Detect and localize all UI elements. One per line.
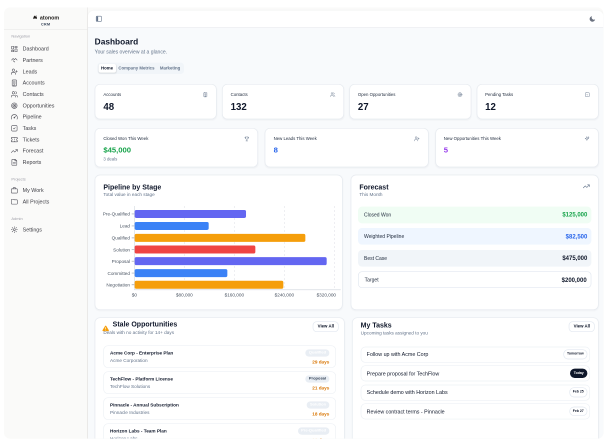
svg-text:Lead: Lead <box>120 223 131 228</box>
svg-text:Pre-Qualified: Pre-Qualified <box>103 211 131 216</box>
svg-text:$240,000: $240,000 <box>275 292 295 297</box>
svg-text:$0: $0 <box>132 292 138 297</box>
svg-text:Proposal: Proposal <box>112 259 130 264</box>
svg-text:Solution: Solution <box>113 247 130 252</box>
svg-text:Negotiation: Negotiation <box>106 282 130 287</box>
svg-text:$160,000: $160,000 <box>225 292 245 297</box>
svg-text:$80,000: $80,000 <box>176 292 193 297</box>
svg-text:$320,000: $320,000 <box>317 292 337 297</box>
svg-text:Committed: Committed <box>107 271 130 276</box>
svg-text:Qualified: Qualified <box>112 235 131 240</box>
